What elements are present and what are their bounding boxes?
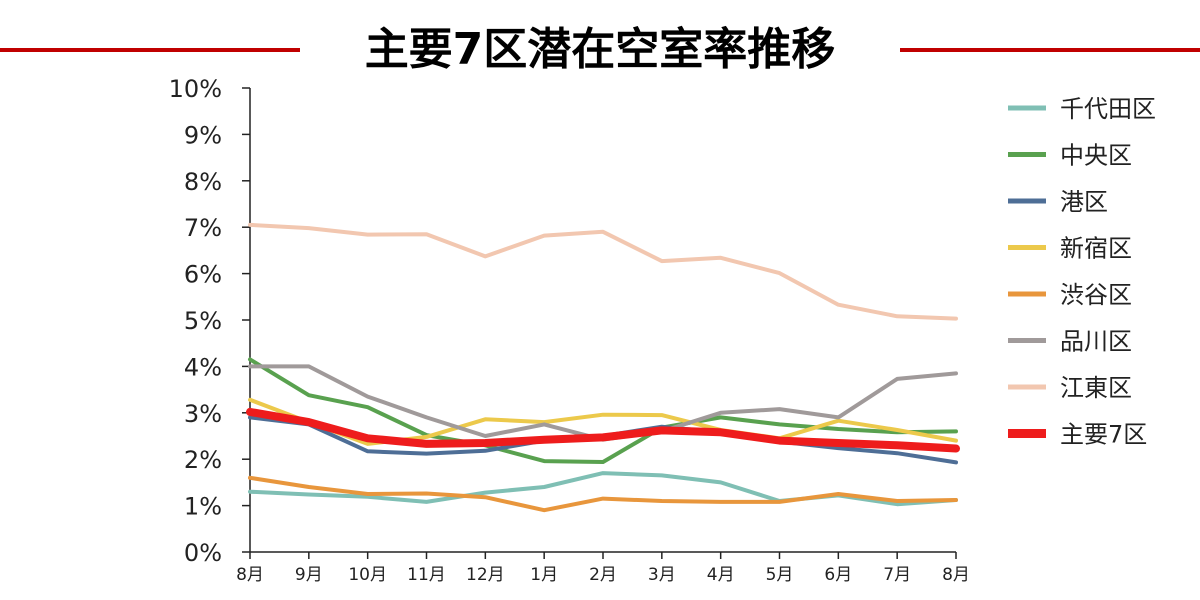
series-line-2 <box>248 357 958 464</box>
x-tick-label: 1月 <box>530 565 558 585</box>
x-tick-label: 12月 <box>466 565 505 585</box>
legend-label: 新宿区 <box>1060 235 1132 263</box>
legend-label: 江東区 <box>1060 374 1132 402</box>
y-tick-label: 0% <box>184 539 222 567</box>
x-tick-label: 7月 <box>883 565 911 585</box>
legend-label: 千代田区 <box>1060 95 1156 123</box>
x-tick-label: 2月 <box>589 565 617 585</box>
legend-label: 港区 <box>1060 188 1108 216</box>
x-tick-label: 11月 <box>407 565 446 585</box>
x-axis-ticks: 8月 9月 10月 11月 12月 1月 2月 3月 4月 5月 6月 7月 8月 <box>236 552 970 585</box>
legend-label: 中央区 <box>1060 142 1132 170</box>
series-lines <box>246 222 960 513</box>
y-tick-label: 9% <box>184 121 222 149</box>
series-line-4 <box>248 397 958 446</box>
y-tick-label: 3% <box>184 400 222 428</box>
y-axis-ticks: 0% 1% 2% 3% 4% 5% 6% 7% 8% 9% 10% <box>169 75 250 567</box>
x-tick-label: 8月 <box>236 565 264 585</box>
axes <box>249 88 956 553</box>
y-tick-label: 6% <box>184 261 222 289</box>
x-tick-label: 4月 <box>707 565 735 585</box>
x-tick-label: 6月 <box>824 565 852 585</box>
x-tick-label: 3月 <box>648 565 676 585</box>
y-tick-label: 8% <box>184 168 222 196</box>
series-line-5 <box>248 475 958 513</box>
title-area: 主要7区潜在空室率推移 <box>0 8 1200 88</box>
y-tick-label: 5% <box>184 307 222 335</box>
legend-label: 主要7区 <box>1060 421 1147 449</box>
y-tick-label: 4% <box>184 353 222 381</box>
title-rule-left <box>0 48 300 52</box>
x-tick-label: 10月 <box>348 565 387 585</box>
y-tick-label: 10% <box>169 75 222 103</box>
y-tick-label: 7% <box>184 214 222 242</box>
x-tick-label: 5月 <box>766 565 794 585</box>
series-line-8 <box>246 407 960 453</box>
title-rule-right <box>900 48 1200 52</box>
legend-label: 渋谷区 <box>1060 281 1132 309</box>
x-tick-label: 9月 <box>295 565 323 585</box>
chart-title: 主要7区潜在空室率推移 <box>364 24 836 75</box>
y-tick-label: 2% <box>184 446 222 474</box>
y-tick-label: 1% <box>184 493 222 521</box>
x-tick-label: 8月 <box>942 565 970 585</box>
legend-label: 品川区 <box>1060 328 1132 356</box>
series-line-7 <box>248 222 958 321</box>
